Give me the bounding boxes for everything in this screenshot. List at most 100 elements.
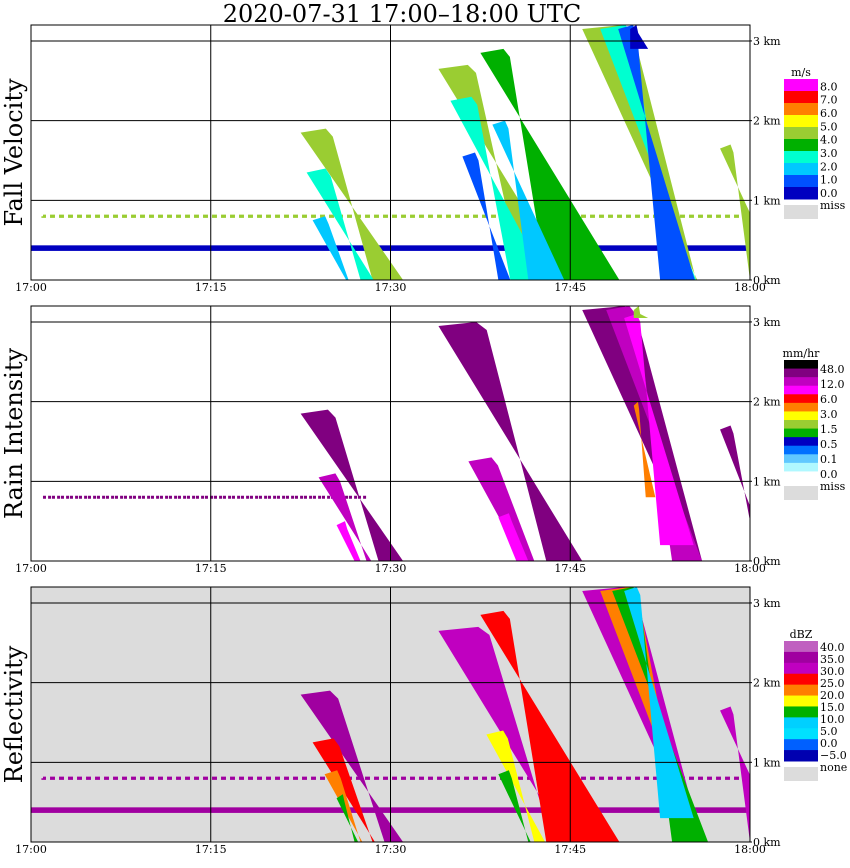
colorbar-label: 40.0 <box>820 641 845 654</box>
precip-cell <box>630 25 649 49</box>
colorbar-label: 0.5 <box>820 438 838 451</box>
precip-cell <box>438 321 583 561</box>
colorbar-swatch <box>784 394 818 404</box>
precip-cell <box>618 25 695 280</box>
colorbar-swatch <box>784 402 818 412</box>
colorbar-label: 30.0 <box>820 665 845 678</box>
colorbar-swatch <box>784 651 818 664</box>
colorbar-unit: dBZ <box>790 628 813 641</box>
x-tick-label: 17:30 <box>375 562 407 575</box>
precip-cell <box>498 513 529 561</box>
x-tick-label: 18:00 <box>734 562 766 575</box>
colorbar-swatch <box>784 103 818 116</box>
colorbar-swatch <box>784 739 818 751</box>
precip-cell <box>633 306 649 318</box>
colorbar-swatch <box>784 684 818 697</box>
colorbar-label: 1.0 <box>820 174 838 187</box>
colorbar-swatch <box>784 411 818 421</box>
colorbar-label: 20.0 <box>820 689 845 702</box>
x-tick-label: 17:45 <box>554 281 586 294</box>
precip-cell <box>462 152 511 280</box>
precip-cell <box>606 306 703 561</box>
x-tick-label: 18:00 <box>734 281 766 294</box>
colorbar-label: 1.5 <box>820 423 838 436</box>
colorbar-missing-label: none <box>820 761 847 774</box>
precip-cell <box>336 794 359 842</box>
colorbar-swatch <box>784 462 818 472</box>
colorbar-swatch <box>784 428 818 438</box>
colorbar-swatch <box>784 175 818 188</box>
colorbar-label: 12.0 <box>820 378 845 391</box>
panel-fall-velocity: 0 km 1 km 2 km 3 km 17:00 17:15 17:30 17:45 18:0… <box>0 24 846 294</box>
colorbar-swatch <box>784 368 818 378</box>
colorbar-label: 0.1 <box>820 453 838 466</box>
colorbar-swatch <box>784 79 818 92</box>
precip-cell <box>612 587 709 842</box>
colorbar-swatch <box>784 151 818 164</box>
colorbar-label: 6.0 <box>820 107 838 120</box>
x-tick-label: 17:15 <box>195 281 227 294</box>
panel-label: Rain Intensity <box>0 348 28 520</box>
colorbar-label: 10.0 <box>820 713 845 726</box>
colorbar-swatch <box>784 377 818 387</box>
x-tick-label: 17:45 <box>554 562 586 575</box>
x-tick-label: 17:00 <box>15 281 47 294</box>
y-tick-label: 3 km <box>753 316 781 329</box>
colorbar-label: 5.0 <box>820 120 838 133</box>
precip-cell <box>300 409 404 561</box>
colorbar-label: 15.0 <box>820 701 845 714</box>
y-tick-label: 0 km <box>753 836 781 849</box>
panel-rain-intensity: 0 km 1 km 2 km 3 km 17:00 17:15 17:30 17:45 18:0… <box>0 305 846 575</box>
precip-cell <box>312 216 349 280</box>
colorbar-swatch <box>784 91 818 104</box>
colorbar-swatch <box>784 187 818 200</box>
colorbar-label: 3.0 <box>820 408 838 421</box>
precip-cell <box>633 401 656 498</box>
colorbar-missing-label: miss <box>820 480 846 493</box>
colorbar-swatch <box>784 437 818 447</box>
colorbar-swatch <box>784 641 818 653</box>
x-tick-label: 17:45 <box>554 843 586 856</box>
chart-title: 2020-07-31 17:00–18:00 UTC <box>223 0 582 28</box>
colorbar-swatch <box>784 385 818 395</box>
precip-cell <box>720 144 750 280</box>
colorbar-swatch <box>784 662 818 675</box>
precip-cell <box>300 128 404 280</box>
colorbar-label: 2.0 <box>820 160 838 173</box>
plot-frame <box>30 586 751 843</box>
colorbar-swatch <box>784 728 818 740</box>
colorbar-swatch <box>784 445 818 455</box>
y-tick-label: 1 km <box>753 756 781 769</box>
x-tick-label: 17:15 <box>195 562 227 575</box>
x-tick-label: 17:00 <box>15 562 47 575</box>
colorbar-label: −5.0 <box>820 749 847 762</box>
colorbar-swatch <box>784 420 818 430</box>
precip-cell <box>624 313 694 546</box>
panel-reflectivity: 0 km 1 km 2 km 3 km 17:00 17:15 17:30 17:45 18:0… <box>0 586 847 856</box>
colorbar-label: 0.0 <box>820 737 838 750</box>
colorbar-swatch <box>784 471 818 481</box>
precip-cell <box>450 96 547 280</box>
colorbar-label: 3.0 <box>820 147 838 160</box>
x-tick-label: 18:00 <box>734 843 766 856</box>
colorbar-swatch <box>784 706 818 718</box>
plot-frame <box>30 305 751 562</box>
precip-cell <box>300 690 404 842</box>
colorbar-swatch <box>784 139 818 152</box>
colorbar-label: 0.0 <box>820 468 838 481</box>
y-tick-label: 2 km <box>753 677 781 690</box>
y-tick-label: 2 km <box>753 396 781 409</box>
colorbar-label: 7.0 <box>820 94 838 107</box>
y-tick-label: 3 km <box>753 597 781 610</box>
colorbar-swatch <box>784 695 818 707</box>
colorbar-missing-swatch <box>784 205 818 219</box>
precip-cell <box>720 706 750 842</box>
colorbar-missing-label: miss <box>820 199 846 212</box>
precip-cell <box>486 730 546 842</box>
x-tick-label: 17:30 <box>375 843 407 856</box>
colorbar-swatch <box>784 717 818 729</box>
precip-cell <box>480 48 620 280</box>
precip-cell <box>480 610 620 842</box>
colorbar-label: 25.0 <box>820 677 845 690</box>
